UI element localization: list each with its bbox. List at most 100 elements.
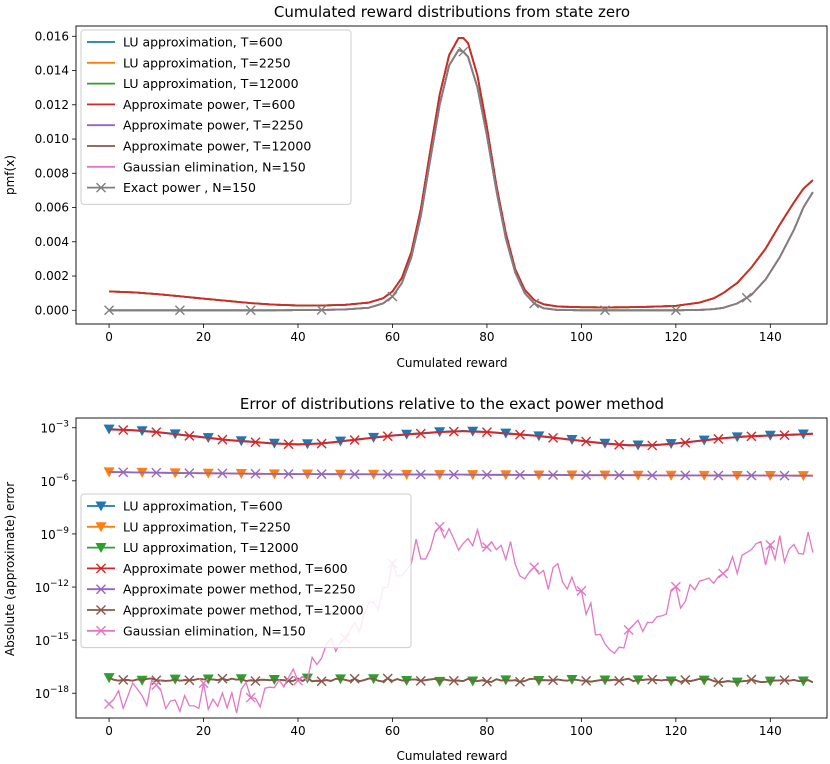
bottom-legend-marker: [95, 501, 107, 512]
top-exact-marker: [529, 298, 540, 309]
bottom-x-marker: [415, 675, 426, 686]
bottom-x-marker: [581, 675, 592, 686]
bottom-x-marker: [623, 624, 634, 635]
bottom-x-marker: [104, 698, 115, 709]
bottom-series-line-4: [109, 428, 813, 447]
bottom-legend-box: [80, 493, 412, 649]
bottom-x-marker: [118, 425, 129, 436]
top-xtick-label: 100: [570, 330, 593, 344]
bottom-x-marker: [481, 427, 492, 438]
bottom-x-marker: [765, 539, 776, 550]
bottom-x-marker: [746, 674, 757, 685]
bottom-legend-label: LU approximation, T=600: [123, 499, 283, 514]
bottom-x-marker: [118, 674, 129, 685]
top-xtick-label: 40: [290, 330, 305, 344]
bottom-x-marker: [283, 469, 294, 480]
top-legend-label: Approximate power, T=600: [123, 97, 295, 112]
bottom-legend-marker: [96, 625, 106, 636]
bottom-chart-ylabel: Absolute (approximate) error: [3, 482, 17, 656]
bottom-x-marker: [245, 692, 256, 703]
bottom-chart-legend: LU approximation, T=600 LU approximation,…: [80, 493, 412, 649]
bottom-legend-marker: [96, 563, 106, 574]
bottom-x-marker: [746, 470, 757, 481]
top-xtick-label: 120: [664, 330, 687, 344]
bottom-xtick-label: 0: [105, 724, 113, 738]
bottom-x-marker: [576, 585, 587, 596]
bottom-x-marker: [382, 469, 393, 480]
top-xtick-label: 140: [759, 330, 782, 344]
top-legend-label: LU approximation, T=12000: [123, 76, 299, 91]
bottom-x-marker: [514, 469, 525, 480]
bottom-legend-label: LU approximation, T=2250: [123, 519, 291, 534]
bottom-x-marker: [434, 521, 445, 532]
bottom-x-marker: [779, 430, 790, 441]
bottom-legend-marker: [95, 522, 107, 533]
bottom-xtick-label: 20: [196, 724, 211, 738]
top-exact-marker: [174, 305, 185, 316]
bottom-x-marker: [217, 673, 228, 684]
bottom-x-marker: [151, 675, 162, 686]
bottom-x-marker: [481, 676, 492, 687]
top-chart-plot-area: [104, 37, 814, 316]
top-chart-frame: [75, 25, 828, 325]
bottom-x-marker: [415, 469, 426, 480]
bottom-x-marker: [581, 470, 592, 481]
bottom-chart-title: Error of distributions relative to the e…: [240, 395, 664, 413]
bottom-x-marker: [514, 676, 525, 687]
bottom-x-marker: [481, 541, 492, 552]
bottom-x-marker: [118, 467, 129, 478]
top-legend-box: [80, 29, 352, 205]
top-xtick-label: 60: [385, 330, 400, 344]
bottom-ytick-label: 10−6: [40, 473, 69, 489]
bottom-x-marker: [548, 432, 559, 443]
top-legend-marker: [96, 182, 106, 193]
bottom-x-marker: [680, 437, 691, 448]
top-ytick-label: 0.004: [35, 235, 69, 249]
top-legend-label: Gaussian elimination, N=150: [123, 159, 306, 174]
bottom-chart-ticks: 0 20 40 60 80 100 120 140 10−3 10−6 10−9 10−12 10−15…: [35, 420, 782, 738]
bottom-x-marker: [514, 429, 525, 440]
bottom-x-marker: [779, 470, 790, 481]
bottom-x-marker: [581, 436, 592, 447]
top-legend-label: Exact power , N=150: [123, 180, 256, 195]
top-exact-marker: [104, 305, 115, 316]
bottom-x-marker: [746, 431, 757, 442]
bottom-x-marker: [614, 675, 625, 686]
top-chart-xlabel: Cumulated reward: [396, 356, 507, 370]
top-chart-title: Cumulated reward distributions from stat…: [274, 3, 630, 21]
top-series-line-8: [109, 48, 814, 312]
bottom-series-line-6: [108, 676, 814, 684]
bottom-legend-marker: [96, 605, 106, 615]
bottom-x-marker: [250, 676, 261, 687]
top-ytick-label: 0.016: [35, 29, 69, 43]
bottom-xtick-label: 120: [664, 724, 687, 738]
bottom-chart-frame: [75, 417, 828, 719]
bottom-x-marker: [481, 469, 492, 480]
top-xtick-label: 20: [196, 330, 211, 344]
top-ytick-label: 0.006: [35, 201, 69, 215]
bottom-x-marker: [382, 673, 393, 684]
top-series-line-4: [109, 37, 814, 309]
bottom-x-marker: [548, 469, 559, 480]
bottom-x-marker: [151, 679, 162, 690]
bottom-x-marker: [292, 675, 303, 686]
bottom-xtick-label: 60: [385, 724, 400, 738]
bottom-x-marker: [680, 674, 691, 685]
bottom-x-marker: [448, 675, 459, 686]
bottom-legend-marker: [96, 584, 106, 595]
bottom-legend-label: LU approximation, T=12000: [123, 540, 299, 555]
top-ytick-label: 0.008: [35, 166, 69, 180]
bottom-x-marker: [647, 674, 658, 685]
top-ytick-label: 0.010: [35, 132, 69, 146]
bottom-legend-label: Approximate power method, T=2250: [123, 582, 356, 597]
bottom-xtick-label: 40: [290, 724, 305, 738]
bottom-ytick-label: 10−3: [40, 420, 69, 436]
bottom-x-marker: [349, 469, 360, 480]
top-exact-marker: [245, 305, 256, 316]
bottom-x-marker: [184, 675, 195, 686]
bottom-x-marker: [548, 675, 559, 686]
bottom-x-marker: [529, 562, 540, 573]
bottom-x-marker: [349, 434, 360, 445]
bottom-legend-marker: [95, 543, 107, 553]
top-exact-marker: [316, 304, 327, 315]
